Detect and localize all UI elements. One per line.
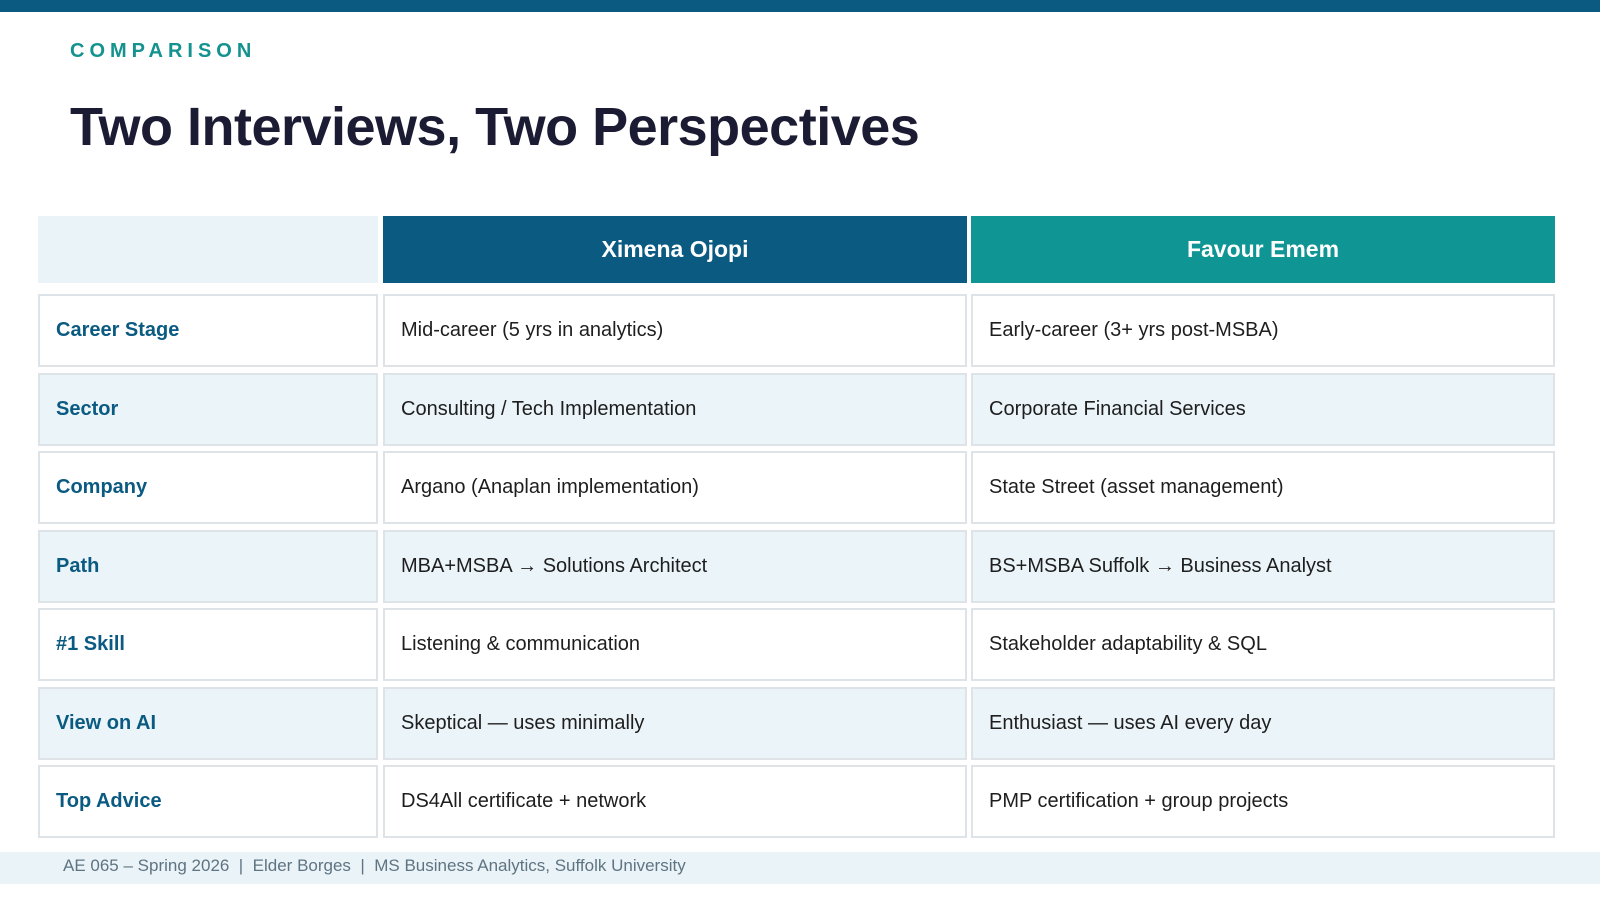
table-cell: Early-career (3+ yrs post-MSBA)	[971, 294, 1555, 367]
table-cell: Consulting / Tech Implementation	[383, 372, 967, 446]
row-label: #1 Skill	[38, 608, 378, 681]
row-label: Career Stage	[38, 294, 378, 367]
row-label: View on AI	[38, 686, 378, 760]
table-cell: Argano (Anaplan implementation)	[383, 451, 967, 524]
footer: AE 065 – Spring 2026 | Elder Borges | MS…	[0, 852, 1600, 884]
header-empty-cell	[38, 216, 378, 283]
table-cell: Mid-career (5 yrs in analytics)	[383, 294, 967, 367]
table-cell: Enthusiast — uses AI every day	[971, 686, 1555, 760]
row-label: Path	[38, 529, 378, 603]
top-bar	[0, 0, 1600, 12]
column-header: Favour Emem	[971, 216, 1555, 283]
column-header: Ximena Ojopi	[383, 216, 967, 283]
table-cell: BS+MSBA Suffolk → Business Analyst	[971, 529, 1555, 603]
row-label: Top Advice	[38, 765, 378, 838]
slide-title: Two Interviews, Two Perspectives	[70, 97, 920, 157]
table-cell: Skeptical — uses minimally	[383, 686, 967, 760]
table-cell: MBA+MSBA → Solutions Architect	[383, 529, 967, 603]
table-cell: Stakeholder adaptability & SQL	[971, 608, 1555, 681]
kicker: COMPARISON	[70, 40, 257, 62]
table-cell: Listening & communication	[383, 608, 967, 681]
footer-text: AE 065 – Spring 2026 | Elder Borges | MS…	[63, 856, 686, 875]
row-label: Company	[38, 451, 378, 524]
table-cell: State Street (asset management)	[971, 451, 1555, 524]
table-cell: DS4All certificate + network	[383, 765, 967, 838]
row-label: Sector	[38, 372, 378, 446]
table-cell: PMP certification + group projects	[971, 765, 1555, 838]
table-cell: Corporate Financial Services	[971, 372, 1555, 446]
